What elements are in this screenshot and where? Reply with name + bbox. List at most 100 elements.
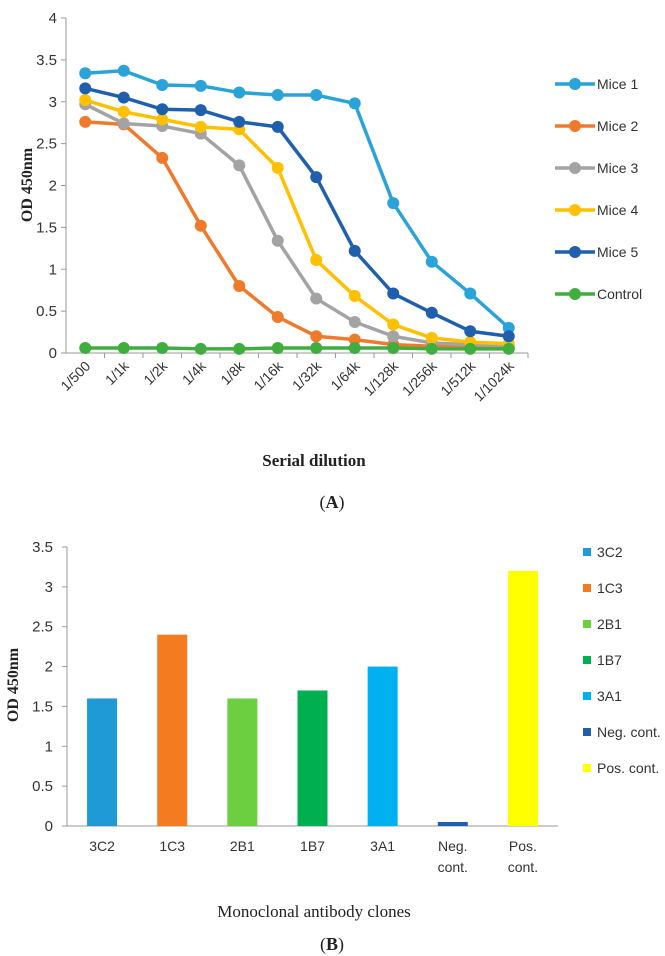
legend-swatch-marker [569,162,581,174]
x-tick-label: 2B1 [230,838,255,854]
y-tick-label: 2 [45,659,53,676]
y-tick-label: 3.5 [36,52,57,69]
data-point [156,151,169,164]
data-point [348,244,361,257]
legend-item: Mice 1 [555,76,638,92]
axes [65,18,528,354]
data-point [271,234,284,247]
series-line [85,120,509,350]
x-tick-label: 3A1 [370,838,395,854]
data-point [310,89,323,102]
legend-swatch [583,656,591,664]
x-tick-label: 1/2k [140,357,171,388]
data-point [156,103,169,116]
x-tick-label: 1/1024k [470,357,517,404]
data-point [425,342,438,355]
data-point [464,325,477,338]
data-point [194,120,207,133]
x-tick-label-line: cont. [508,859,538,875]
y-tick-label: 3 [45,579,53,596]
legend-item: Mice 2 [555,118,638,134]
data-point [348,97,361,110]
legend-label: Mice 3 [597,160,638,176]
series-line [84,86,509,338]
bar [87,698,118,826]
data-point [233,280,246,292]
bar [227,698,258,826]
x-tick-label: 1/64k [327,357,363,393]
data-point [310,341,323,354]
data-point [271,89,284,102]
x-tick-label-line: 2B1 [230,838,255,854]
bars-group [87,570,538,826]
legend-item: Mice 3 [555,160,638,176]
data-point [194,79,207,92]
data-point [79,67,92,80]
series-line [85,69,510,330]
y-tick-label: 2 [49,178,57,195]
x-axis-ticks: 3C2 1C3 2B1 1B7 3A1 Neg. cont. Pos. cont. [89,838,538,875]
legend-swatch-marker [569,204,581,216]
y-tick-label: 0 [49,345,57,362]
legend-label: Neg. cont. [597,724,661,740]
x-tick-label-line: cont. [438,859,468,875]
data-point [348,333,361,346]
data-point [387,341,400,354]
data-point [79,82,92,95]
y-axis-ticks: 0 0.5 1 1.5 2 2.5 3 3.5 [32,539,67,835]
legend-swatch [583,584,591,592]
data-point [502,342,515,355]
data-point [271,161,284,174]
legend-item: 3C2 [583,544,623,560]
legend-label: Pos. cont. [597,760,659,776]
data-point [117,91,130,104]
legend-label: 3A1 [597,688,622,704]
y-tick-label: 3 [49,94,57,111]
bar [437,822,468,826]
x-tick-label: 1B7 [300,838,325,854]
data-point [464,342,477,355]
y-tick-label: 0.5 [32,778,53,795]
x-tick-label: 1C3 [159,838,185,854]
data-point [117,341,130,354]
y-tick-label: 0.5 [36,303,57,320]
bar [297,690,328,826]
data-point [194,104,207,117]
legend-item: Mice 5 [555,244,638,260]
y-axis-label: OD 450nm [5,647,22,722]
legend-label: 3C2 [597,544,623,560]
legend-swatch-marker [569,246,581,258]
data-point [310,292,323,305]
data-point [310,254,323,267]
bar-chart-panel-b: 0 0.5 1 1.5 2 2.5 3 3.5 3C2 1C3 2B1 1B7 3A1 Neg. cont… [5,539,661,955]
legend-label: Mice 4 [597,202,638,218]
data-point [271,341,284,354]
series-line [85,346,509,351]
y-axis-label: OD 450nm [19,147,36,222]
legend-label: 2B1 [597,616,622,632]
data-point [156,79,169,91]
panel-label-b: (B) [320,934,344,955]
x-tick-label-line: 3C2 [89,838,115,854]
legend-item: 1C3 [583,580,623,596]
x-tick-label-line: 3A1 [370,838,395,854]
data-point [233,115,246,128]
data-point [464,287,477,300]
y-tick-label: 0 [45,818,53,835]
series-control [79,341,515,355]
bar [367,666,398,826]
data-point [156,113,169,126]
data-point [79,115,92,128]
x-tick-label-line: 1C3 [159,838,185,854]
legend: Mice 1 Mice 2 Mice 3 Mice 4 Mice 5 Control [555,76,642,302]
data-point [233,159,246,172]
data-point [79,341,92,354]
x-tick-label: 1/256k [399,357,441,399]
legend-item: 2B1 [583,616,622,632]
legend-label: Mice 1 [597,76,638,92]
bar [507,570,538,826]
series-line [84,98,509,346]
y-tick-label: 1 [49,261,57,278]
data-point [348,290,361,303]
data-point [117,105,130,118]
